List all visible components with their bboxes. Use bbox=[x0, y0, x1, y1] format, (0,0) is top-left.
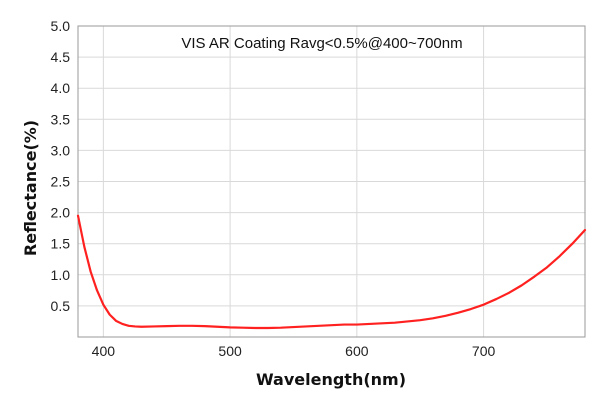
x-axis-title: Wavelength(nm) bbox=[256, 370, 406, 389]
y-axis-title: Reflectance(%) bbox=[21, 120, 40, 256]
y-tick-label: 3.5 bbox=[51, 111, 71, 127]
plot-frame bbox=[77, 25, 586, 338]
y-tick-label: 4.0 bbox=[51, 80, 71, 96]
x-tick-label: 600 bbox=[345, 343, 369, 359]
x-tick-label: 500 bbox=[218, 343, 242, 359]
x-tick-labels: 400 500 600 700 bbox=[92, 343, 496, 359]
grid-lines bbox=[78, 25, 585, 337]
y-tick-label: 1.0 bbox=[51, 267, 71, 283]
y-tick-label: 4.5 bbox=[51, 49, 71, 65]
x-tick-label: 400 bbox=[92, 343, 116, 359]
y-tick-label: 5.0 bbox=[51, 18, 71, 34]
y-tick-labels: 0.5 1.0 1.5 2.0 2.5 3.0 3.5 4.0 4.5 5.0 bbox=[51, 18, 71, 314]
y-tick-label: 3.0 bbox=[51, 142, 71, 158]
y-tick-label: 0.5 bbox=[51, 298, 71, 314]
chart-title: VIS AR Coating Ravg<0.5%@400~700nm bbox=[181, 35, 462, 52]
x-tick-label: 700 bbox=[472, 343, 496, 359]
reflectance-curve bbox=[76, 214, 587, 330]
y-tick-label: 1.5 bbox=[51, 236, 71, 252]
y-tick-label: 2.5 bbox=[51, 174, 71, 190]
y-tick-label: 2.0 bbox=[51, 205, 71, 221]
